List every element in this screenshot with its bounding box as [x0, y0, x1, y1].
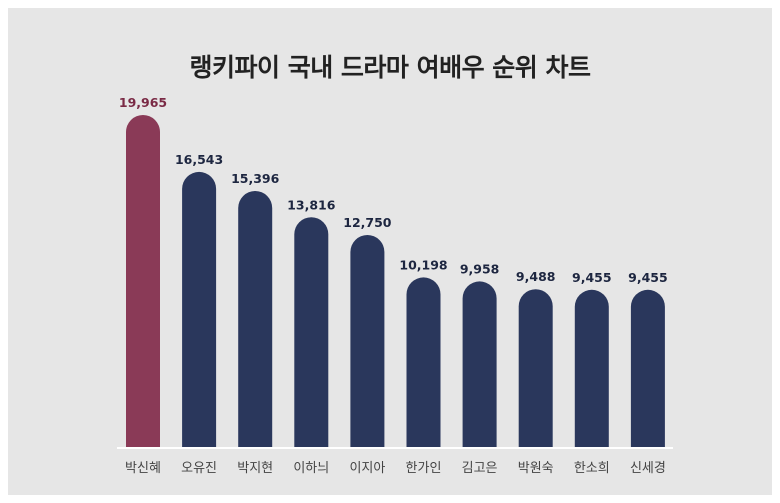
category-label: 한가인 [406, 461, 442, 476]
category-label: 오유진 [181, 461, 217, 476]
category-label: 이지아 [349, 461, 385, 476]
bar [630, 289, 665, 447]
bar [294, 217, 329, 447]
data-label: 9,455 [572, 270, 612, 285]
bar [350, 234, 385, 447]
chart-title: 랭키파이 국내 드라마 여배우 순위 차트 [189, 53, 591, 82]
bar [406, 277, 441, 447]
data-label: 19,965 [119, 95, 167, 110]
bar [518, 289, 553, 447]
bar [462, 281, 497, 447]
data-label: 10,198 [399, 257, 447, 272]
category-label: 박지현 [237, 461, 273, 476]
category-label: 신세경 [630, 461, 666, 476]
data-label: 16,543 [175, 152, 223, 167]
data-label: 13,816 [287, 197, 336, 212]
data-label: 9,488 [516, 269, 556, 284]
bar [238, 190, 273, 447]
data-label: 12,750 [343, 215, 392, 230]
category-label: 김고은 [462, 461, 498, 476]
category-label: 박원숙 [518, 461, 554, 476]
category-label: 박신혜 [125, 461, 161, 476]
data-label: 9,958 [460, 261, 500, 276]
category-label: 이하늬 [293, 461, 329, 476]
bar [182, 171, 217, 447]
data-label: 15,396 [231, 171, 280, 186]
category-label: 한소희 [574, 461, 610, 476]
bar [126, 115, 160, 447]
data-label: 9,455 [628, 270, 668, 285]
bar [574, 289, 609, 447]
